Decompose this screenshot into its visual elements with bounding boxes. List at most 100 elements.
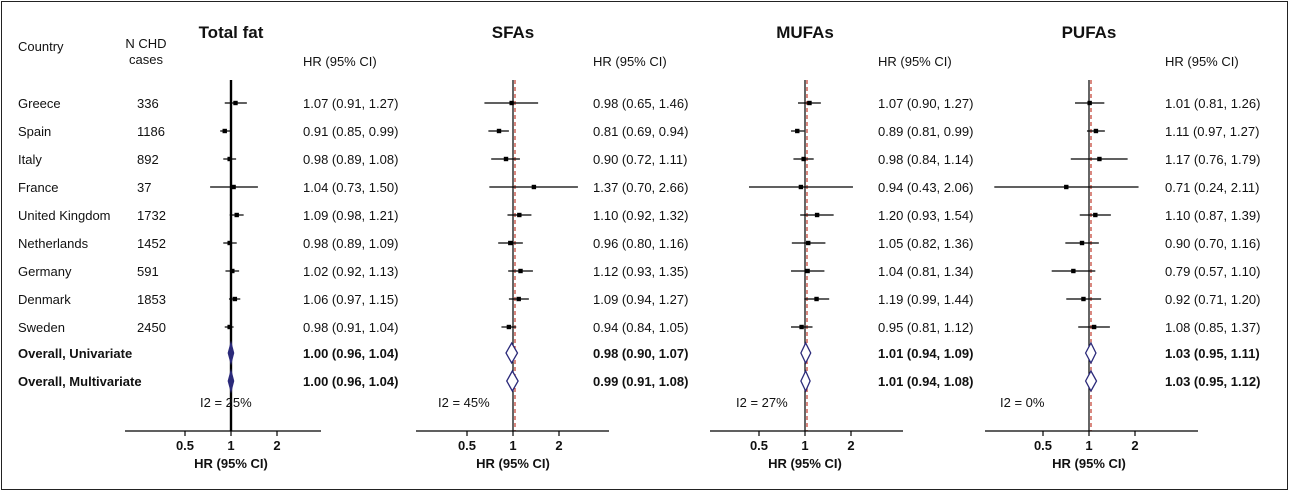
hr-ci-value: 1.04 (0.81, 1.34) — [878, 264, 973, 279]
panels: Total fat HR (95% CI) 1.07 (0.91, 1.27) 0.9… — [125, 23, 1260, 471]
hr-point — [231, 184, 236, 190]
hr-ci-value: 1.02 (0.92, 1.13) — [303, 264, 398, 279]
hr-point — [1087, 100, 1092, 106]
pooled-hr-value: 1.03 (0.95, 1.11) — [1165, 346, 1260, 361]
hr-ci-value: 1.07 (0.91, 1.27) — [303, 96, 398, 111]
hr-ci-value: 0.92 (0.71, 1.20) — [1165, 292, 1260, 307]
hr-point — [799, 324, 804, 330]
hr-ci-value: 0.90 (0.72, 1.11) — [593, 152, 687, 167]
pooled-estimate-diamond — [505, 341, 519, 365]
hr-point — [814, 296, 819, 302]
x-tick-label: 1 — [1085, 438, 1092, 453]
hr-ci-value: 0.98 (0.91, 1.04) — [303, 320, 398, 335]
chd-cases-count: 892 — [137, 152, 159, 167]
x-axis-label: HR (95% CI) — [768, 456, 842, 471]
hr-ci-value: 1.37 (0.70, 2.66) — [593, 180, 688, 195]
hr-point — [1093, 128, 1099, 134]
hr-ci-value: 0.98 (0.65, 1.46) — [593, 96, 688, 111]
hr-ci-value: 0.95 (0.81, 1.12) — [878, 320, 973, 335]
pooled-hr-value: 0.99 (0.91, 1.08) — [593, 374, 688, 389]
hr-point — [1071, 268, 1076, 274]
hr-ci-value: 1.01 (0.81, 1.26) — [1165, 96, 1260, 111]
country-label: Italy — [18, 152, 42, 167]
hr-point — [1081, 296, 1086, 302]
pooled-estimate-diamond — [800, 341, 812, 365]
hr-ci-value: 1.17 (0.76, 1.79) — [1165, 152, 1260, 167]
hr-point — [509, 100, 514, 106]
forest-panel-sfas: SFAs HR (95% CI) 0.98 (0.65, 1.46) 0.81 (0.… — [416, 23, 688, 471]
chd-cases-count: 1452 — [137, 236, 166, 251]
hr-point — [222, 128, 227, 134]
country-label: France — [18, 180, 58, 195]
hr-point — [230, 268, 235, 274]
hr-point — [518, 268, 523, 274]
pooled-estimate-diamond — [505, 369, 519, 393]
pooled-hr-value: 1.03 (0.95, 1.12) — [1165, 374, 1260, 389]
country-label: Germany — [18, 264, 72, 279]
pooled-estimate-diamond — [227, 340, 235, 366]
hr-ci-value: 0.98 (0.89, 1.09) — [303, 236, 398, 251]
hr-point — [805, 268, 810, 274]
panel-title: MUFAs — [776, 23, 834, 42]
chd-cases-count: 37 — [137, 180, 151, 195]
hr-point — [1079, 240, 1085, 246]
hr-ci-value: 0.71 (0.24, 2.11) — [1165, 180, 1259, 195]
chd-cases-count: 1186 — [137, 124, 165, 139]
x-tick-label: 1 — [227, 438, 234, 453]
heterogeneity-stat: I2 = 45% — [438, 395, 490, 410]
n-cases-header-line1: N CHD — [125, 36, 166, 51]
hr-point — [798, 184, 804, 190]
hr-ci-value: 1.09 (0.94, 1.27) — [593, 292, 688, 307]
hr-ci-value: 1.10 (0.92, 1.32) — [593, 208, 688, 223]
hr-ci-value: 1.11 (0.97, 1.27) — [1165, 124, 1259, 139]
study-rows: Greece 336 Spain 1186 Italy 892 France 37 United… — [18, 96, 166, 389]
hr-column-header: HR (95% CI) — [878, 54, 952, 69]
hr-point — [496, 128, 502, 134]
hr-ci-value: 0.94 (0.43, 2.06) — [878, 180, 973, 195]
forest-panel-mufas: MUFAs HR (95% CI) 1.07 (0.90, 1.27) 0.89 (0… — [710, 23, 973, 471]
hr-ci-value: 1.19 (0.99, 1.44) — [878, 292, 973, 307]
pooled-hr-value: 1.00 (0.96, 1.04) — [303, 374, 398, 389]
heterogeneity-stat: I2 = 0% — [1000, 395, 1045, 410]
heterogeneity-stat: I2 = 25% — [200, 395, 252, 410]
chd-cases-count: 1853 — [137, 292, 166, 307]
hr-ci-value: 1.05 (0.82, 1.36) — [878, 236, 973, 251]
hr-point — [1097, 156, 1102, 162]
chd-cases-count: 336 — [137, 96, 159, 111]
pooled-estimate-diamond — [1084, 341, 1097, 365]
x-tick-label: 2 — [1131, 438, 1138, 453]
hr-ci-value: 1.08 (0.85, 1.37) — [1165, 320, 1260, 335]
country-label: Sweden — [18, 320, 65, 335]
hr-ci-value: 0.98 (0.89, 1.08) — [303, 152, 398, 167]
x-tick-label: 0.5 — [1034, 438, 1052, 453]
hr-point — [508, 240, 513, 246]
hr-ci-value: 1.04 (0.73, 1.50) — [303, 180, 398, 195]
hr-ci-value: 0.81 (0.69, 0.94) — [593, 124, 688, 139]
hr-point — [1093, 212, 1098, 218]
x-tick-label: 2 — [847, 438, 854, 453]
pooled-estimate-diamond — [1084, 369, 1098, 393]
pooled-hr-value: 1.00 (0.96, 1.04) — [303, 346, 398, 361]
hr-point — [233, 100, 238, 106]
chd-cases-count: 2450 — [137, 320, 166, 335]
hr-ci-value: 1.20 (0.93, 1.54) — [878, 208, 973, 223]
hr-point — [531, 184, 537, 190]
hr-ci-value: 0.79 (0.57, 1.10) — [1165, 264, 1260, 279]
country-label: United Kingdom — [18, 208, 111, 223]
heterogeneity-stat: I2 = 27% — [736, 395, 788, 410]
hr-point — [814, 212, 820, 218]
x-tick-label: 2 — [273, 438, 280, 453]
x-axis-label: HR (95% CI) — [1052, 456, 1126, 471]
x-tick-label: 1 — [801, 438, 808, 453]
hr-point — [227, 240, 232, 246]
hr-ci-value: 1.06 (0.97, 1.15) — [303, 292, 398, 307]
hr-point — [1064, 184, 1069, 190]
pooled-hr-value: 1.01 (0.94, 1.08) — [878, 374, 973, 389]
hr-ci-value: 0.98 (0.84, 1.14) — [878, 152, 973, 167]
panel-title: Total fat — [199, 23, 264, 42]
x-tick-label: 0.5 — [176, 438, 194, 453]
hr-point — [1091, 324, 1097, 330]
